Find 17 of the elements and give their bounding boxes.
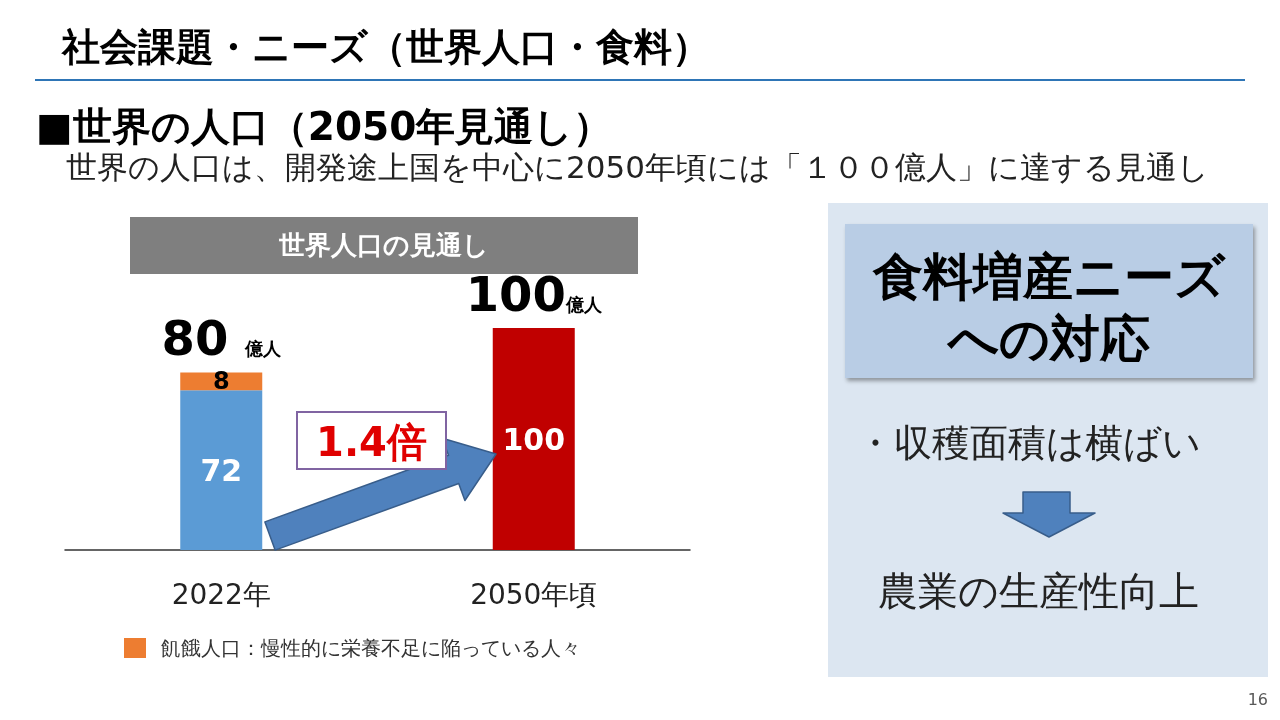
text: 社会課題・ニーズ（世界人口・食料） [62, 24, 710, 70]
text: 世界の人口は、開発途上国を中心に2050年頃には「１００億人」に達する見通し [66, 149, 1209, 186]
x-tick-label: 2050年頃 [470, 577, 598, 611]
text: 農業の生産性向上 [878, 567, 1199, 615]
data-label: 100 [502, 421, 566, 457]
text: 16 [1247, 690, 1268, 709]
text: ・収穫面積は横ばい [856, 420, 1201, 466]
data-label: 72 [200, 452, 243, 488]
annotation: 1.4倍 [296, 411, 447, 470]
data-label: 8 [212, 367, 230, 396]
legend-label: 飢餓人口：慢性的に栄養不足に陥っている人々 [161, 636, 581, 660]
total-label: 80 億人 [161, 310, 282, 367]
x-tick-label: 2022年 [171, 577, 271, 611]
total-label: 100億人 [465, 266, 602, 322]
chart-title: 世界人口の見通し [279, 230, 489, 260]
text: 食料増産ニーズへの対応 [871, 247, 1227, 370]
text: ■世界の人口（2050年見通し） [36, 103, 613, 150]
